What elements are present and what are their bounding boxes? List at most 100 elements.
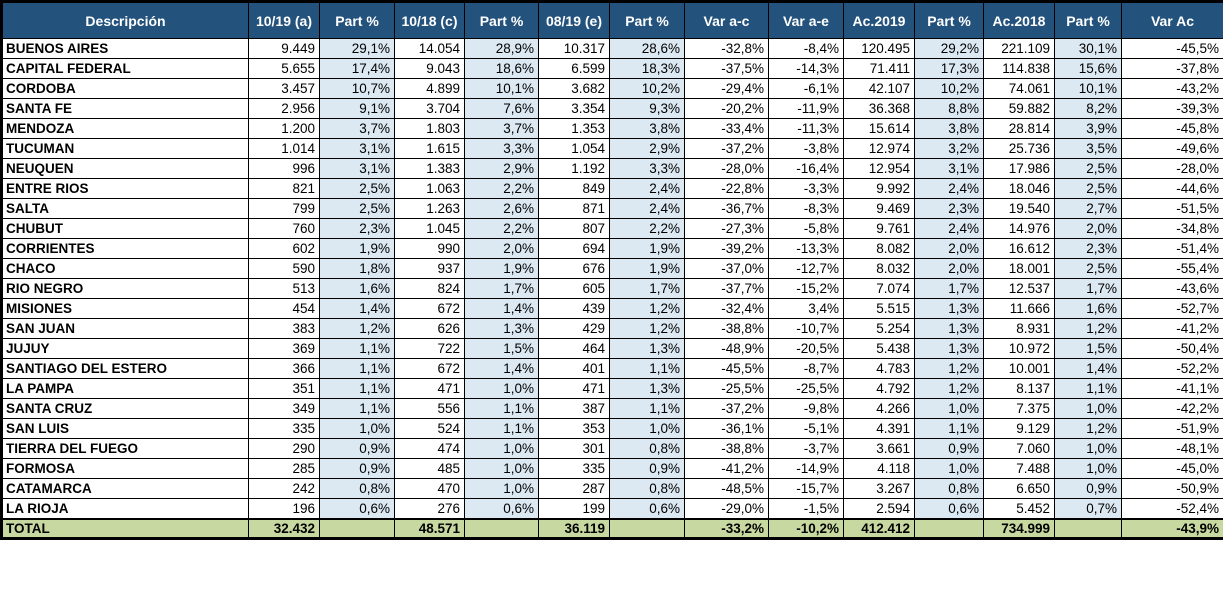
data-cell[interactable]: 29,1% [319,38,395,59]
data-cell[interactable]: 18.001 [983,258,1055,279]
data-cell[interactable]: 1,1% [609,398,685,419]
data-cell[interactable]: 3,5% [1054,138,1122,159]
data-cell[interactable]: 1,7% [464,278,539,299]
data-cell[interactable]: 4.783 [843,358,915,379]
data-cell[interactable]: 937 [394,258,465,279]
data-cell[interactable]: -52,7% [1121,298,1223,319]
data-cell[interactable]: 2,3% [914,198,984,219]
data-cell[interactable]: -20,5% [768,338,844,359]
data-cell[interactable]: 590 [248,258,320,279]
data-cell[interactable]: -37,2% [684,398,769,419]
row-label[interactable]: RIO NEGRO [1,278,249,299]
data-cell[interactable]: 0,8% [609,478,685,499]
data-cell[interactable]: 12.537 [983,278,1055,299]
data-cell[interactable]: 287 [538,478,610,499]
row-label[interactable]: SALTA [1,198,249,219]
data-cell[interactable]: 71.411 [843,58,915,79]
data-cell[interactable]: 821 [248,178,320,199]
data-cell[interactable]: 10.317 [538,38,610,59]
data-cell[interactable]: -42,2% [1121,398,1223,419]
data-cell[interactable]: -29,0% [684,498,769,519]
data-cell[interactable]: -51,9% [1121,418,1223,439]
data-cell[interactable]: -37,2% [684,138,769,159]
data-cell[interactable]: 672 [394,298,465,319]
data-cell[interactable]: 0,8% [609,438,685,459]
data-cell[interactable]: 290 [248,438,320,459]
data-cell[interactable]: 1.045 [394,218,465,239]
data-cell[interactable]: 3,2% [914,138,984,159]
data-cell[interactable]: 1,0% [464,478,539,499]
data-cell[interactable]: 1,6% [1054,298,1122,319]
data-cell[interactable]: -14,3% [768,58,844,79]
data-cell[interactable]: 3,4% [768,298,844,319]
data-cell[interactable]: -12,7% [768,258,844,279]
data-cell[interactable]: 1,1% [319,398,395,419]
column-header[interactable]: 10/19 (a) [248,1,320,39]
data-cell[interactable]: 556 [394,398,465,419]
row-label[interactable]: CAPITAL FEDERAL [1,58,249,79]
data-cell[interactable] [464,517,539,539]
data-cell[interactable]: 5.452 [983,498,1055,519]
data-cell[interactable]: 1,3% [464,318,539,339]
data-cell[interactable]: -45,5% [1121,38,1223,59]
row-label[interactable]: LA PAMPA [1,378,249,399]
data-cell[interactable]: -38,8% [684,318,769,339]
data-cell[interactable]: 2,5% [1054,258,1122,279]
data-cell[interactable]: 10,2% [609,78,685,99]
data-cell[interactable]: 439 [538,298,610,319]
data-cell[interactable]: -36,1% [684,418,769,439]
data-cell[interactable]: 3,1% [914,158,984,179]
data-cell[interactable]: 1,3% [914,298,984,319]
data-cell[interactable]: 1,3% [914,318,984,339]
data-cell[interactable]: -14,9% [768,458,844,479]
data-cell[interactable]: -28,0% [684,158,769,179]
data-cell[interactable]: -20,2% [684,98,769,119]
data-cell[interactable]: -5,8% [768,218,844,239]
data-cell[interactable]: -28,0% [1121,158,1223,179]
data-cell[interactable]: 36.368 [843,98,915,119]
data-cell[interactable]: 6.599 [538,58,610,79]
column-header[interactable]: 10/18 (c) [394,1,465,39]
data-cell[interactable]: 42.107 [843,78,915,99]
data-cell[interactable]: 0,8% [319,478,395,499]
data-cell[interactable]: -1,5% [768,498,844,519]
row-label[interactable]: CORDOBA [1,78,249,99]
data-cell[interactable] [1054,517,1122,539]
data-cell[interactable]: 1.063 [394,178,465,199]
data-cell[interactable]: -45,5% [684,358,769,379]
data-cell[interactable]: 18,6% [464,58,539,79]
data-cell[interactable]: 12.974 [843,138,915,159]
data-cell[interactable]: 1,9% [609,258,685,279]
column-header[interactable]: Part % [464,1,539,39]
data-cell[interactable]: 8.931 [983,318,1055,339]
data-cell[interactable]: 7.375 [983,398,1055,419]
data-cell[interactable]: -36,7% [684,198,769,219]
row-label[interactable]: LA RIOJA [1,498,249,519]
data-cell[interactable]: 1,0% [1054,438,1122,459]
data-cell[interactable]: -32,4% [684,298,769,319]
data-cell[interactable]: 3,9% [1054,118,1122,139]
data-cell[interactable]: 1.353 [538,118,610,139]
data-cell[interactable]: 0,6% [464,498,539,519]
data-cell[interactable]: 120.495 [843,38,915,59]
data-cell[interactable]: 9.469 [843,198,915,219]
data-cell[interactable]: 5.438 [843,338,915,359]
data-cell[interactable]: 474 [394,438,465,459]
data-cell[interactable]: 196 [248,498,320,519]
data-cell[interactable]: -52,4% [1121,498,1223,519]
data-cell[interactable]: 1,6% [319,278,395,299]
data-cell[interactable]: 1.200 [248,118,320,139]
data-cell[interactable]: 199 [538,498,610,519]
data-cell[interactable]: 16.612 [983,238,1055,259]
data-cell[interactable]: -8,3% [768,198,844,219]
data-cell[interactable]: -37,0% [684,258,769,279]
data-cell[interactable]: 2,4% [609,198,685,219]
data-cell[interactable]: 114.838 [983,58,1055,79]
data-cell[interactable]: -49,6% [1121,138,1223,159]
column-header[interactable]: Var a-c [684,1,769,39]
data-cell[interactable]: 74.061 [983,78,1055,99]
data-cell[interactable]: 335 [538,458,610,479]
data-cell[interactable]: 14.976 [983,218,1055,239]
data-cell[interactable]: 18,3% [609,58,685,79]
data-cell[interactable]: 4.899 [394,78,465,99]
